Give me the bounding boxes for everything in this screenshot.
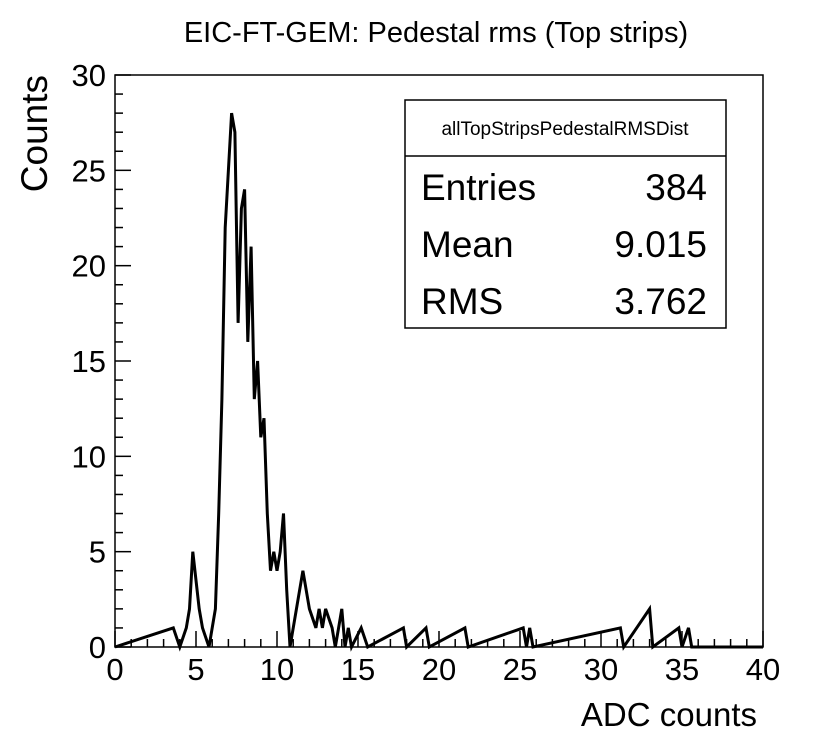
x-tick-label: 35 <box>665 652 699 687</box>
y-axis-ticks: 0 5 10 15 20 25 30 <box>72 58 131 665</box>
stats-entries-value: 384 <box>645 167 707 208</box>
y-tick-label: 0 <box>89 630 106 665</box>
x-tick-label: 40 <box>746 652 780 687</box>
x-tick-label: 0 <box>106 652 123 687</box>
y-tick-label: 10 <box>72 439 106 474</box>
x-tick-label: 30 <box>584 652 618 687</box>
y-tick-label: 25 <box>72 153 106 188</box>
x-tick-label: 25 <box>503 652 537 687</box>
chart-title: EIC-FT-GEM: Pedestal rms (Top strips) <box>184 17 688 49</box>
stats-entries-label: Entries <box>421 167 536 208</box>
x-tick-label: 10 <box>260 652 294 687</box>
stats-box: allTopStripsPedestalRMSDist Entries 384 … <box>404 99 727 329</box>
stats-mean-label: Mean <box>421 224 514 265</box>
x-tick-label: 15 <box>341 652 375 687</box>
stats-rms-value: 3.762 <box>614 281 707 322</box>
y-tick-label: 30 <box>72 58 106 93</box>
x-tick-label: 20 <box>422 652 456 687</box>
plot-frame <box>114 74 764 648</box>
y-tick-label: 20 <box>72 249 106 284</box>
stats-box-frame <box>404 99 727 329</box>
stats-rms-label: RMS <box>421 281 503 322</box>
x-tick-label: 5 <box>187 652 204 687</box>
y-axis-label: Counts <box>14 75 55 192</box>
y-tick-label: 5 <box>89 535 106 570</box>
x-axis-label: ADC counts <box>581 696 757 733</box>
stats-mean-value: 9.015 <box>614 224 707 265</box>
y-tick-label: 15 <box>72 344 106 379</box>
x-axis-ticks: 0 5 10 15 20 25 30 35 40 <box>106 631 780 687</box>
histogram-line <box>114 112 763 652</box>
stats-box-name: allTopStripsPedestalRMSDist <box>441 119 689 140</box>
